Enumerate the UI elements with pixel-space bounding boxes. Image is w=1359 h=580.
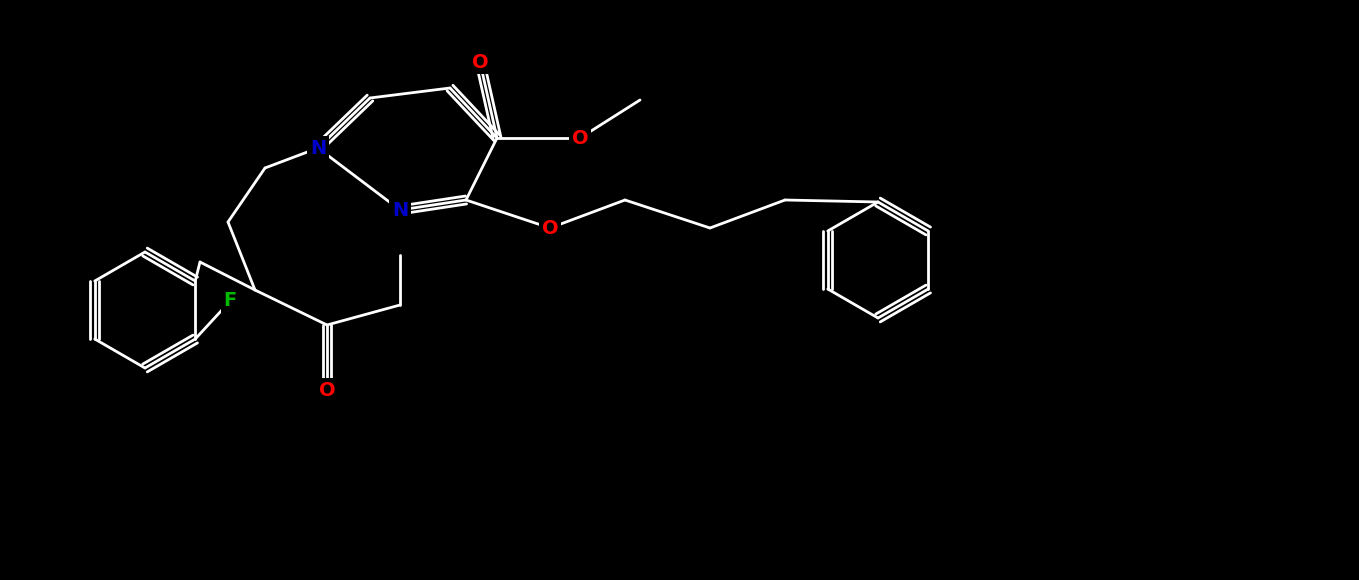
Text: O: O: [572, 129, 588, 147]
Text: N: N: [310, 139, 326, 158]
Text: O: O: [319, 380, 336, 400]
Text: O: O: [472, 53, 488, 71]
Text: O: O: [542, 219, 559, 237]
Text: N: N: [391, 201, 408, 219]
Text: F: F: [224, 292, 236, 310]
